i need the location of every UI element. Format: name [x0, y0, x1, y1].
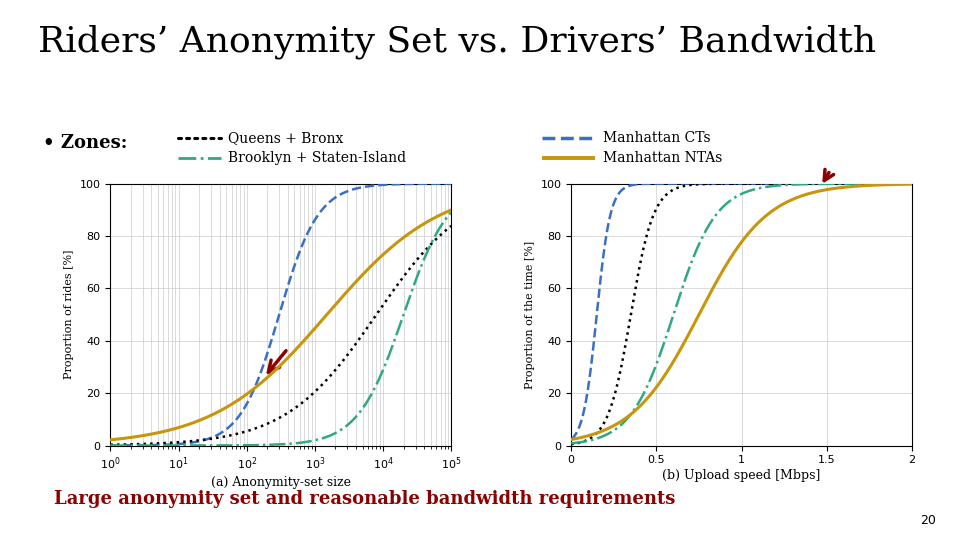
- Text: 20: 20: [920, 514, 936, 526]
- Y-axis label: Proportion of the time [%]: Proportion of the time [%]: [525, 240, 535, 389]
- Text: Large anonymity set and reasonable bandwidth requirements: Large anonymity set and reasonable bandw…: [54, 490, 676, 509]
- Text: Queens + Bronx: Queens + Bronx: [228, 131, 344, 145]
- Text: Brooklyn + Staten­Island: Brooklyn + Staten­Island: [228, 151, 407, 165]
- X-axis label: (a) Anonymity-set size: (a) Anonymity-set size: [211, 476, 350, 489]
- Text: Manhattan NTAs: Manhattan NTAs: [603, 151, 722, 165]
- Y-axis label: Proportion of rides [%]: Proportion of rides [%]: [64, 250, 74, 379]
- Text: • Zones:: • Zones:: [43, 134, 128, 152]
- X-axis label: (b) Upload speed [Mbps]: (b) Upload speed [Mbps]: [662, 469, 821, 482]
- Text: Manhattan CTs: Manhattan CTs: [603, 131, 710, 145]
- Text: Riders’ Anonymity Set vs. Drivers’ Bandwidth: Riders’ Anonymity Set vs. Drivers’ Bandw…: [38, 24, 876, 59]
